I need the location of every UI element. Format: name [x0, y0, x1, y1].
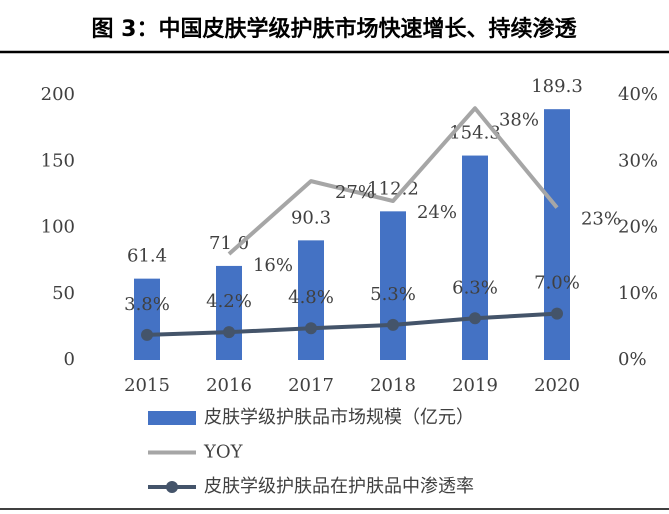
bar-value-label: 61.4 — [127, 246, 167, 267]
bar-value-label: 90.3 — [291, 207, 331, 228]
line-value-label: 27% — [335, 182, 375, 203]
x-tick-label: 2018 — [370, 375, 416, 396]
line-value-label: 4.2% — [206, 291, 252, 312]
chart-title: 图 3：中国皮肤学级护肤市场快速增长、持续渗透 — [92, 16, 578, 42]
legend-swatch — [148, 411, 196, 425]
bar — [134, 278, 160, 360]
bar — [380, 211, 406, 360]
bar-value-label: 71.0 — [209, 233, 249, 254]
bar-value-label: 154.3 — [449, 123, 501, 144]
bar-value-label: 189.3 — [531, 76, 583, 97]
line-value-label: 38% — [499, 109, 539, 130]
line-value-label: 23% — [581, 209, 621, 230]
y-tick-label: 0 — [64, 349, 75, 370]
y-tick-label: 50 — [52, 283, 75, 304]
line-value-label: 6.3% — [452, 277, 498, 298]
legend-label: YOY — [203, 442, 244, 463]
bar — [544, 109, 570, 361]
y-tick-label: 200 — [41, 84, 75, 105]
line-value-label: 7.0% — [534, 273, 580, 294]
line-marker — [223, 326, 235, 339]
line-marker — [141, 328, 153, 341]
x-tick-label: 2020 — [534, 375, 580, 396]
x-tick-label: 2019 — [452, 375, 498, 396]
legend-label: 皮肤学级护肤品市场规模（亿元） — [204, 407, 474, 428]
line-marker — [469, 312, 481, 325]
line-value-label: 4.8% — [288, 287, 334, 308]
y2-tick-label: 10% — [618, 283, 658, 304]
line-value-label: 3.8% — [124, 294, 170, 315]
y-tick-label: 100 — [41, 217, 75, 238]
line-marker — [305, 322, 317, 335]
line-value-label: 5.3% — [370, 284, 416, 305]
bar — [216, 265, 242, 360]
line-marker — [387, 318, 399, 331]
line-marker — [551, 307, 563, 320]
y2-tick-label: 30% — [618, 150, 658, 171]
x-tick-label: 2015 — [124, 375, 170, 396]
y2-tick-label: 20% — [618, 217, 658, 238]
line — [146, 311, 558, 337]
legend-marker — [166, 481, 178, 493]
bar — [298, 240, 324, 360]
legend-label: 皮肤学级护肤品在护肤品中渗透率 — [204, 476, 474, 497]
x-tick-label: 2017 — [288, 375, 334, 396]
line-value-label: 24% — [417, 202, 457, 223]
y-tick-label: 150 — [41, 150, 75, 171]
line-value-label: 16% — [253, 255, 293, 276]
line — [227, 106, 559, 256]
y2-tick-label: 0% — [618, 349, 647, 370]
bar — [462, 155, 488, 360]
x-tick-label: 2016 — [206, 375, 252, 396]
y2-tick-label: 40% — [618, 84, 658, 105]
